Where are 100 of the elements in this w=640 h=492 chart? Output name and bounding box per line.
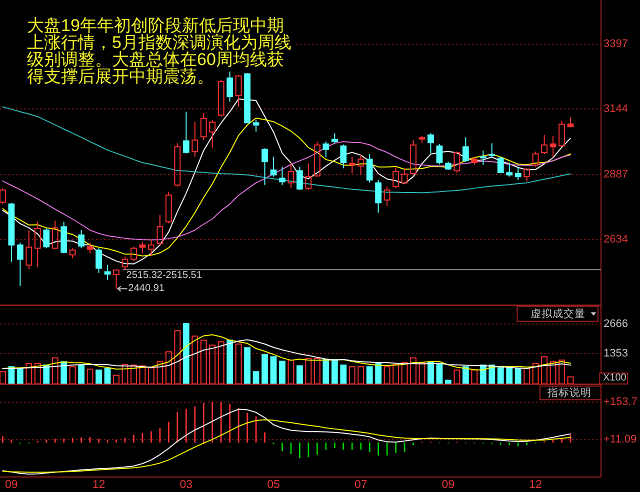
candlestick [165,191,172,224]
bar [78,364,85,384]
bar [392,364,399,384]
bar [428,361,434,384]
bar [139,365,146,384]
candlestick [488,142,496,158]
candlestick [262,148,268,186]
y-tick-label: +11.09 [604,434,637,446]
bar [410,357,416,384]
bar [16,368,24,384]
candlestick [558,120,565,148]
bar [252,371,260,384]
candlestick [122,256,128,270]
candlestick [235,74,242,108]
x-tick-label: 12 [529,479,542,491]
candlestick [78,230,85,249]
bar [209,344,216,384]
candlestick [532,151,539,168]
x-tick-label: 03 [180,479,193,491]
bar [488,364,496,384]
bar [384,366,390,384]
candlestick [130,246,137,262]
bar [104,368,111,384]
candlestick [182,111,190,154]
bar [200,340,207,384]
candlestick [244,72,250,124]
candlestick [366,153,373,184]
bar [52,357,58,384]
y-tick-label: 3144 [604,102,628,115]
candlestick [418,136,426,144]
candlestick [218,80,224,118]
y-tick-label: +153.7 [604,396,638,408]
chart-title: 虚拟成交量 [530,306,586,320]
bar [401,362,408,384]
candlestick [86,242,94,254]
x-tick-label: 05 [267,479,280,491]
y-axis-title: X100 [603,372,627,384]
text: 大盘19年年初创阶段新低后现中期上涨行情，5月指数深调演化为周线级别调整。大盘总体在60周均线获得支撑后展开中期震荡。 [27,16,292,86]
candlestick [148,238,154,256]
candlestick [401,168,408,185]
line-series [2,106,571,194]
candlestick [288,162,294,189]
bar [348,366,356,384]
y-tick-label: 2666 [604,318,628,330]
bar [226,340,234,384]
line-series [2,419,571,473]
bar [122,364,128,384]
line-series [2,98,571,264]
y-tick-label: 3397 [604,38,628,50]
candlestick [8,202,15,262]
bar [0,371,6,384]
candlestick [410,140,416,175]
candlestick [16,242,24,287]
candlestick [252,119,260,132]
candlestick [445,161,452,171]
bar [445,380,452,384]
candlestick [34,221,41,268]
candlestick [480,150,486,166]
candlestick [192,121,198,158]
bar [182,322,190,384]
bar [436,364,443,384]
bar [550,361,556,384]
candlestick [113,269,120,290]
candlestick [156,214,164,246]
bar [270,356,277,384]
candlestick [226,71,234,102]
line-series [2,141,571,240]
candlestick [384,186,390,207]
candlestick [69,248,76,259]
y-tick-label: 1353 [604,348,628,360]
bar [340,364,347,384]
bar [454,370,460,384]
bar [567,376,574,384]
bar [218,341,224,384]
x-tick-label: 09 [442,479,455,491]
candlestick [322,141,330,158]
bar [130,364,137,384]
candlestick [550,136,556,158]
bar [358,366,364,384]
bar [113,374,120,384]
bar [174,330,181,384]
candlestick [348,156,356,174]
candlestick [139,241,146,254]
bar [462,366,469,384]
candlestick [209,120,216,149]
candlestick [96,248,102,274]
candlestick [26,230,32,270]
y-tick-label: 2634 [604,233,628,246]
candlestick [358,154,364,176]
bar [541,356,548,384]
bar [418,362,426,384]
bar [314,358,320,384]
bar [497,367,504,384]
line-series [2,408,571,475]
bar [524,368,530,384]
bar [366,366,373,384]
bar [86,368,94,384]
x-tick-label: 09 [5,479,18,491]
bar [8,366,15,384]
line-series [2,118,571,256]
